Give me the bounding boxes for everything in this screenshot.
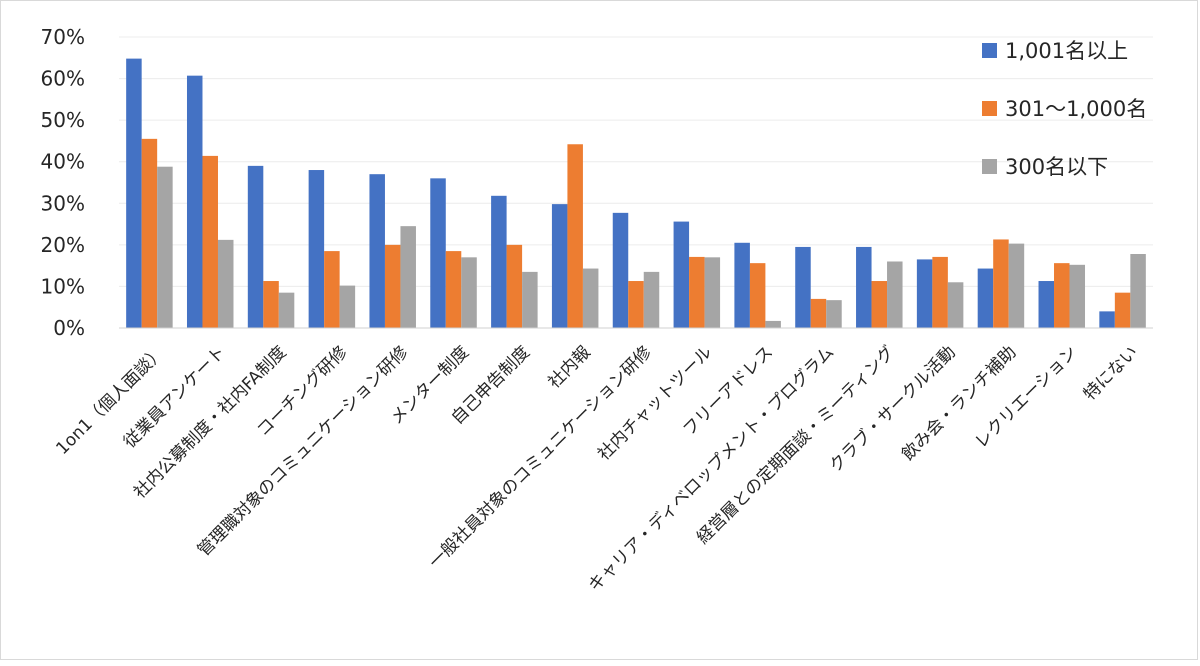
- legend-label: 301～1,000名: [1005, 97, 1147, 121]
- y-tick-label: 50%: [41, 108, 85, 132]
- bar: [522, 271, 538, 328]
- bar: [141, 138, 158, 328]
- legend-swatch: [982, 101, 997, 116]
- bar: [947, 282, 964, 328]
- y-tick-label: 10%: [41, 274, 85, 298]
- x-tick-label: 従業員アンケート: [120, 342, 230, 452]
- bar: [887, 261, 903, 328]
- legend: 1,001名以上 301～1,000名 300名以下: [982, 39, 1147, 179]
- bar: [202, 155, 218, 328]
- y-tick-label: 60%: [41, 67, 85, 91]
- bar: [1130, 254, 1146, 328]
- bar: [765, 320, 781, 328]
- legend-swatch: [982, 159, 997, 174]
- bar: [263, 281, 279, 328]
- bar: [551, 204, 568, 328]
- bar: [186, 75, 203, 328]
- bar: [1054, 263, 1070, 328]
- bar: [126, 58, 142, 329]
- bar: [445, 251, 462, 328]
- bar: [1114, 292, 1131, 328]
- legend-label: 1,001名以上: [1005, 39, 1128, 63]
- bar: [643, 271, 660, 328]
- x-tick-label: 特にない: [1080, 342, 1142, 404]
- bar: [673, 221, 690, 328]
- bar: [795, 246, 811, 328]
- bar: [582, 268, 599, 328]
- x-tick-label: 一般社員対象のコミュニケーション研修: [425, 342, 655, 572]
- bars: [126, 58, 1146, 329]
- bar: [430, 178, 446, 328]
- bar: [217, 239, 234, 328]
- bar: [628, 281, 644, 328]
- bar: [384, 244, 401, 328]
- x-tick-label: 社内チャットツール: [594, 342, 716, 464]
- bar: [871, 281, 888, 328]
- bar: [339, 285, 356, 328]
- bar: [977, 268, 994, 328]
- x-axis-category-labels: 1on1（個人面談）従業員アンケート社内公募制度・社内FA制度コーチング研修管理…: [52, 342, 1142, 596]
- bar: [1069, 264, 1086, 328]
- bar: [308, 170, 325, 328]
- bar: [932, 256, 948, 328]
- bar: [856, 246, 872, 328]
- y-tick-label: 20%: [41, 233, 85, 257]
- bar: [826, 300, 842, 328]
- y-tick-label: 40%: [41, 150, 85, 174]
- bar: [461, 257, 477, 328]
- legend-label: 300名以下: [1005, 155, 1108, 179]
- y-tick-label: 30%: [41, 191, 85, 215]
- bar: [506, 244, 523, 328]
- bar: [278, 292, 295, 328]
- bar: [567, 144, 583, 328]
- bar: [1008, 243, 1025, 328]
- gridlines: [119, 36, 1153, 287]
- bar: [1038, 281, 1055, 328]
- legend-swatch: [982, 43, 997, 58]
- y-tick-label: 70%: [41, 25, 85, 49]
- bar: [749, 263, 766, 328]
- y-axis-tick-labels: 0% 10% 20% 30% 40% 50% 60% 70%: [41, 25, 85, 340]
- bar: [704, 257, 721, 328]
- bar: [157, 166, 173, 328]
- x-tick-label: 管理職対象のコミュニケーション研修: [194, 342, 412, 560]
- bar: [612, 212, 629, 328]
- x-tick-label: 社内報: [545, 342, 595, 392]
- bar: [810, 298, 827, 328]
- bar: [369, 174, 385, 328]
- bar: [324, 251, 340, 328]
- bar: [689, 256, 705, 328]
- x-tick-label: レクリエーション: [971, 342, 1081, 452]
- bar: [247, 165, 264, 328]
- bar: [1099, 311, 1115, 328]
- bar: [491, 195, 507, 328]
- bar: [993, 239, 1009, 328]
- bar: [400, 226, 416, 328]
- y-tick-label: 0%: [53, 316, 85, 340]
- x-tick-label: 1on1（個人面談）: [52, 342, 169, 459]
- bar: [916, 259, 933, 328]
- x-tick-label: 飲み会・ランチ補助: [898, 342, 1020, 464]
- bar: [734, 242, 750, 328]
